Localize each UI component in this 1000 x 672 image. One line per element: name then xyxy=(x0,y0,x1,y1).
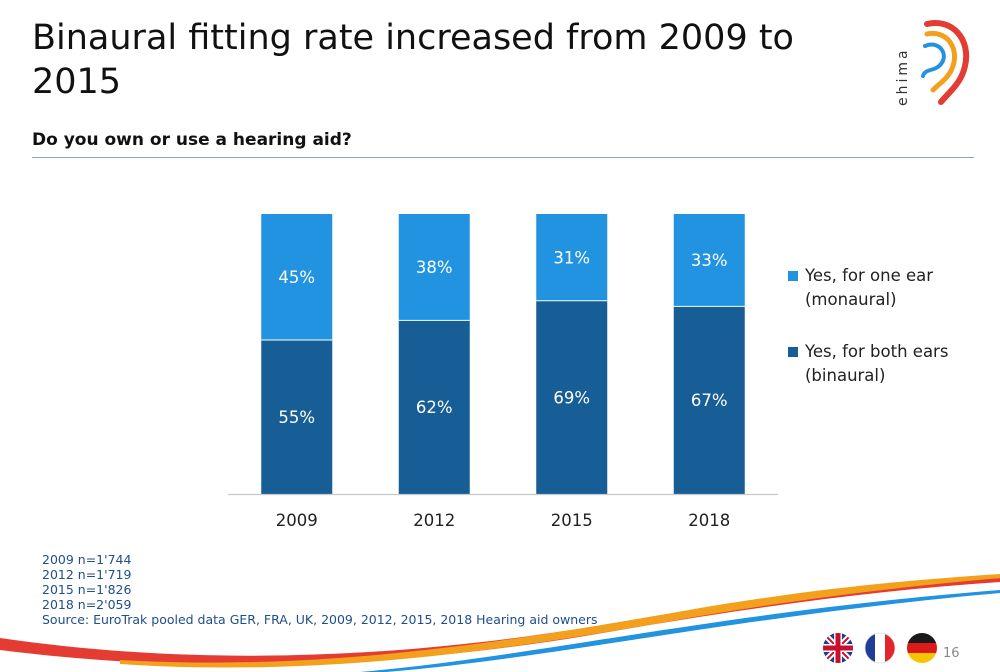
legend-label-binaural: Yes, for both ears xyxy=(805,342,949,361)
x-tick-label-2012: 2012 xyxy=(413,511,455,530)
uk-flag-icon[interactable] xyxy=(822,632,854,664)
x-tick-label-2015: 2015 xyxy=(551,511,593,530)
bar-monaural-2018 xyxy=(673,214,745,307)
data-label-binaural-2009: 55% xyxy=(278,408,315,427)
question-subtitle: Do you own or use a hearing aid? xyxy=(32,130,352,150)
legend-item-monaural: Yes, for one ear (monaural) xyxy=(788,264,990,312)
sample-note-2015: 2015 n=1'826 xyxy=(42,582,132,597)
bar-monaural-2015 xyxy=(536,214,608,301)
legend-item-binaural: Yes, for both ears (binaural) xyxy=(788,340,990,388)
germany-flag-icon[interactable] xyxy=(907,632,937,665)
bar-binaural-2012 xyxy=(398,320,470,494)
slide-title: Binaural fitting rate increased from 200… xyxy=(32,18,794,102)
legend-swatch-monaural xyxy=(788,271,798,281)
sample-note-2012: 2012 n=1'719 xyxy=(42,567,132,582)
data-label-monaural-2009: 45% xyxy=(278,268,315,287)
legend-sublabel-binaural: (binaural) xyxy=(805,366,886,385)
bar-monaural-2012 xyxy=(398,214,470,321)
x-tick-label-2009: 2009 xyxy=(276,511,318,530)
sample-note-2009: 2009 n=1'744 xyxy=(42,552,132,567)
logo-text: ehima xyxy=(895,47,911,106)
sample-note-2018: 2018 n=2'059 xyxy=(42,597,132,612)
legend-label-monaural: Yes, for one ear xyxy=(805,266,934,285)
ehima-logo-icon: ehima xyxy=(895,20,970,106)
legend-swatch-binaural xyxy=(788,347,798,357)
bar-binaural-2009 xyxy=(261,340,333,494)
bar-binaural-2015 xyxy=(536,300,608,494)
data-label-binaural-2012: 62% xyxy=(416,398,453,417)
data-label-monaural-2015: 31% xyxy=(553,248,590,267)
france-flag-icon[interactable] xyxy=(864,632,896,664)
ehima-logo: ehima xyxy=(875,10,975,110)
source-note: Source: EuroTrak pooled data GER, FRA, U… xyxy=(42,612,598,627)
page-number: 16 xyxy=(943,646,960,661)
x-tick-label-2018: 2018 xyxy=(688,511,730,530)
bar-monaural-2009 xyxy=(261,214,333,340)
language-flags xyxy=(822,632,937,665)
decorative-swoosh xyxy=(0,574,1000,672)
data-label-monaural-2012: 38% xyxy=(416,258,453,277)
sample-notes: 2009 n=1'744 2012 n=1'719 2015 n=1'826 2… xyxy=(42,552,598,627)
data-label-monaural-2018: 33% xyxy=(691,251,728,270)
data-label-binaural-2018: 67% xyxy=(691,391,728,410)
divider xyxy=(32,157,974,158)
legend-sublabel-monaural: (monaural) xyxy=(805,290,897,309)
bar-binaural-2018 xyxy=(673,306,745,494)
data-label-binaural-2015: 69% xyxy=(553,388,590,407)
